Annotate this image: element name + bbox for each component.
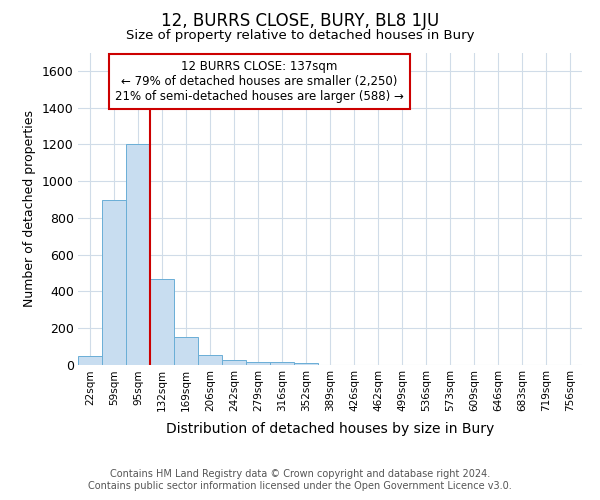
- Bar: [294, 363, 318, 365]
- Text: 12 BURRS CLOSE: 137sqm
← 79% of detached houses are smaller (2,250)
21% of semi-: 12 BURRS CLOSE: 137sqm ← 79% of detached…: [115, 60, 404, 104]
- Bar: [126, 144, 150, 365]
- Y-axis label: Number of detached properties: Number of detached properties: [23, 110, 37, 307]
- Bar: [222, 360, 246, 365]
- Bar: [150, 278, 174, 365]
- X-axis label: Distribution of detached houses by size in Bury: Distribution of detached houses by size …: [166, 422, 494, 436]
- Text: Contains HM Land Registry data © Crown copyright and database right 2024.
Contai: Contains HM Land Registry data © Crown c…: [88, 470, 512, 491]
- Text: 12, BURRS CLOSE, BURY, BL8 1JU: 12, BURRS CLOSE, BURY, BL8 1JU: [161, 12, 439, 30]
- Bar: [102, 200, 126, 365]
- Bar: [198, 355, 222, 365]
- Bar: [270, 362, 294, 365]
- Bar: [246, 362, 270, 365]
- Text: Size of property relative to detached houses in Bury: Size of property relative to detached ho…: [126, 29, 474, 42]
- Bar: [174, 338, 198, 365]
- Bar: [78, 356, 102, 365]
